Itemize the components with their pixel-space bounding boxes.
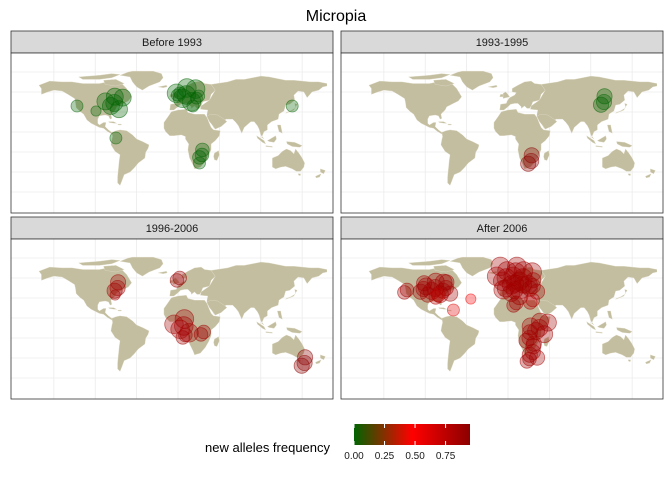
data-point [593,96,610,113]
panel-border [10,238,334,400]
data-point [193,156,206,170]
data-point [192,89,206,103]
panel-border [340,52,664,214]
data-point [521,329,538,346]
data-point [173,86,187,100]
data-point [285,99,299,113]
data-point [524,343,541,360]
data-point [90,105,102,117]
data-point [178,327,193,343]
data-point [189,91,203,105]
data-point [110,100,128,119]
data-point [539,313,557,332]
data-point [530,319,549,337]
legend-tick-label: 0.00 [344,451,364,462]
data-point [496,279,515,298]
facet-label: 1996-2006 [146,223,199,235]
data-point [507,256,527,277]
facet-panel: 1996-2006 [10,216,334,400]
legend-tick-label: 0.25 [375,451,395,462]
data-point [417,277,436,296]
data-point [442,285,459,302]
data-point [522,351,537,367]
data-point [113,88,132,107]
data-point [186,99,200,113]
data-point [465,293,477,305]
data-point [293,357,310,374]
data-point [296,354,313,371]
data-point [106,282,123,299]
legend-tick-label: 0.75 [436,451,456,462]
data-point [519,354,535,369]
data-point [170,88,184,102]
facet-label: 1993-1995 [476,37,529,49]
data-point [431,287,446,303]
data-point [193,327,209,342]
data-point [529,283,546,300]
data-point [596,94,613,111]
data-point [525,292,541,308]
legend-tick-label: 0.50 [405,451,425,462]
data-point [428,290,444,305]
data-point [109,289,121,301]
data-point [169,273,185,288]
facet-panel: Before 1993 [10,30,334,214]
chart-title: Micropia [306,8,367,25]
facet-label: After 2006 [477,223,528,235]
data-point [399,282,415,298]
data-point [520,155,537,172]
data-point [297,349,314,366]
data-point [195,142,210,158]
data-point [523,152,540,169]
data-point [70,99,84,113]
panel-border [340,238,664,400]
data-point [596,88,613,105]
data-point [164,314,184,335]
data-point [172,270,187,286]
data-point [109,131,123,145]
data-point [523,295,538,310]
data-point [110,274,127,291]
data-point [196,324,211,340]
data-point [175,330,191,345]
data-point [105,94,124,112]
data-point [194,147,210,163]
data-point [490,256,511,277]
facet-label: Before 1993 [142,37,202,49]
data-point [506,298,521,313]
data-point [397,285,412,300]
data-point [446,303,460,317]
data-point [523,147,540,164]
legend: new alleles frequency 0.00 0.25 0.50 0.75 [205,424,470,462]
panel-border [10,52,334,214]
legend-title: new alleles frequency [205,440,331,455]
data-point [109,279,126,296]
data-point [96,92,115,111]
legend-colorbar [354,424,470,445]
data-point [174,316,194,336]
facet-panel: After 2006 [340,216,664,400]
facet-panel: 1993-1995 [340,30,664,214]
